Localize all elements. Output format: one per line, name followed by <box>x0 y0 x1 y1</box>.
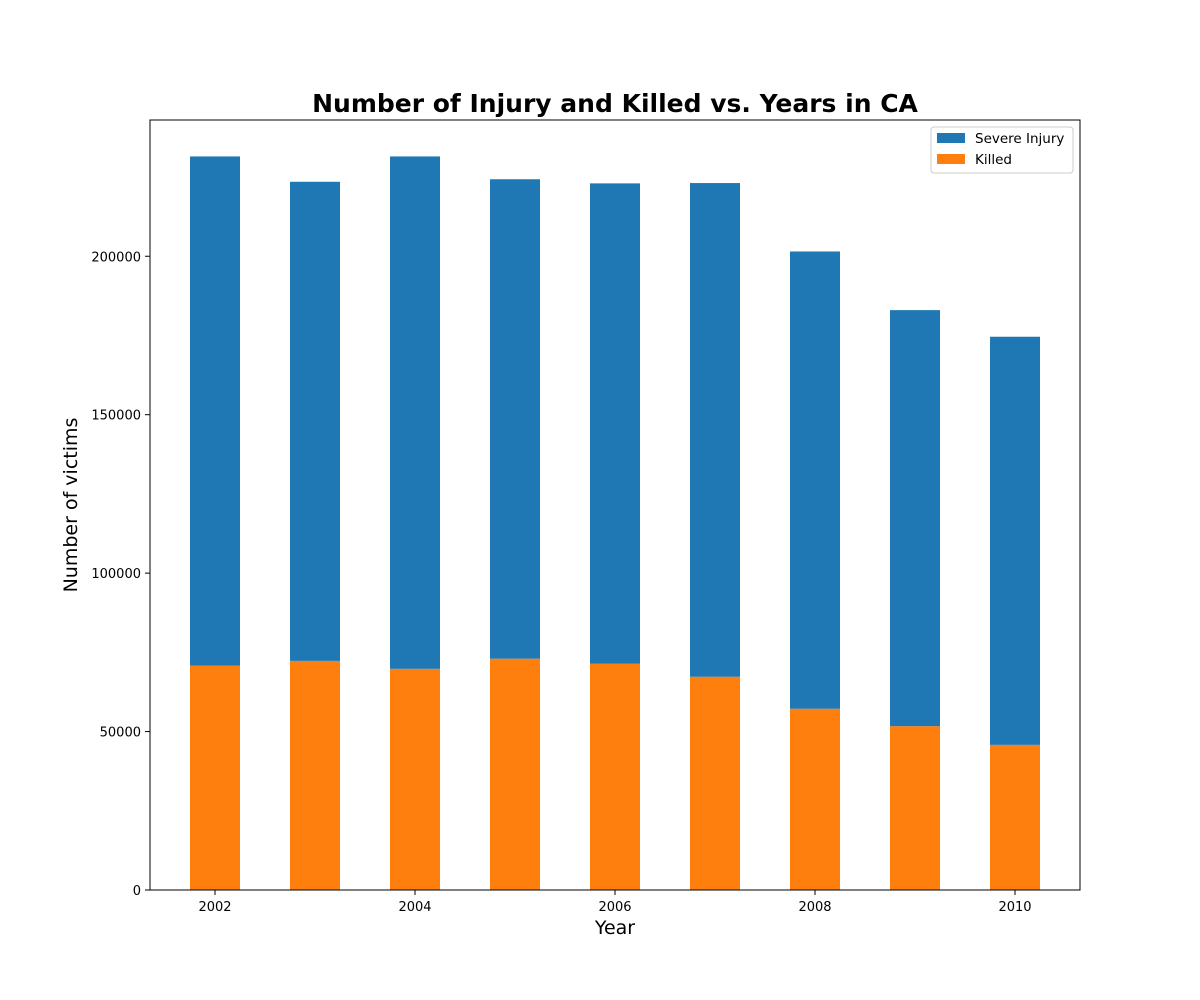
bar-severe-injury-2010 <box>990 336 1040 745</box>
x-tick-label-2004: 2004 <box>398 900 431 915</box>
y-axis-label: Number of victims <box>60 418 82 593</box>
y-tick-label-100000: 100000 <box>91 567 141 582</box>
plot-frame <box>149 119 1081 891</box>
x-tick-label-2010: 2010 <box>998 900 1031 915</box>
x-tick-label-2006: 2006 <box>598 900 631 915</box>
bar-severe-injury-2004 <box>390 156 440 669</box>
y-tick-label-0: 0 <box>133 884 141 899</box>
legend-swatch-severe-injury <box>937 133 965 143</box>
bar-severe-injury-2003 <box>290 181 340 661</box>
bar-killed-2009 <box>890 726 940 890</box>
legend-frame <box>930 126 1074 174</box>
bar-killed-2004 <box>390 668 440 890</box>
bar-severe-injury-2007 <box>690 183 740 677</box>
y-axis-ticks: 0 50000 100000 150000 200000 <box>91 250 150 899</box>
legend: Severe Injury Killed <box>930 126 1074 174</box>
chart-title: Number of Injury and Killed vs. Years in… <box>312 89 918 118</box>
x-tick-label-2002: 2002 <box>198 900 231 915</box>
bar-severe-injury-2006 <box>590 183 640 664</box>
bar-severe-injury-2009 <box>890 310 940 727</box>
bar-killed-2005 <box>490 658 540 890</box>
bar-killed-2002 <box>190 665 240 890</box>
legend-label-killed: Killed <box>975 152 1012 168</box>
legend-label-severe-injury: Severe Injury <box>975 131 1064 147</box>
x-tick-label-2008: 2008 <box>798 900 831 915</box>
legend-swatch-killed <box>937 154 965 164</box>
x-axis-ticks: 2002 2004 2006 2008 2010 <box>198 890 1032 915</box>
bar-severe-injury-2002 <box>190 156 240 666</box>
bar-killed-2006 <box>590 663 640 890</box>
y-tick-label-200000: 200000 <box>91 250 141 265</box>
y-tick-label-150000: 150000 <box>91 409 141 424</box>
bar-severe-injury-2008 <box>790 251 840 709</box>
x-axis-label: Year <box>594 917 635 939</box>
bar-killed-2007 <box>690 676 740 890</box>
y-tick-label-50000: 50000 <box>100 726 141 741</box>
bar-killed-2008 <box>790 708 840 890</box>
bar-killed-2010 <box>990 744 1040 890</box>
bars-layer <box>190 156 1040 890</box>
bar-severe-injury-2005 <box>490 179 540 659</box>
bar-killed-2003 <box>290 660 340 890</box>
